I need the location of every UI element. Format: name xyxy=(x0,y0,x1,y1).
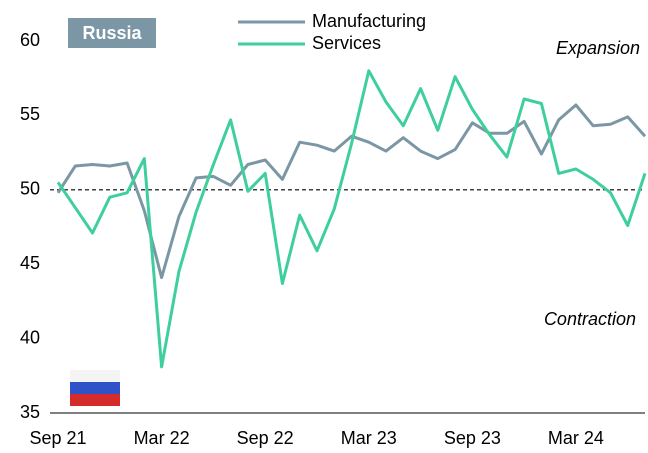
y-tick-label: 45 xyxy=(20,253,40,273)
annotation: Expansion xyxy=(556,38,640,58)
y-tick-label: 35 xyxy=(20,402,40,422)
chart-title: Russia xyxy=(82,23,142,43)
annotation: Contraction xyxy=(544,309,636,329)
y-tick-label: 40 xyxy=(20,327,40,347)
y-tick-label: 60 xyxy=(20,30,40,50)
legend-label: Services xyxy=(312,33,381,53)
x-tick-label: Sep 21 xyxy=(29,428,86,448)
title-box xyxy=(68,18,156,48)
x-tick-label: Mar 24 xyxy=(548,428,604,448)
x-tick-label: Mar 23 xyxy=(341,428,397,448)
legend-label: Manufacturing xyxy=(312,11,426,31)
y-tick-label: 50 xyxy=(20,179,40,199)
x-tick-label: Sep 23 xyxy=(444,428,501,448)
x-tick-label: Mar 22 xyxy=(134,428,190,448)
flag xyxy=(70,370,120,406)
series-line xyxy=(56,103,647,280)
series-line xyxy=(56,69,647,369)
x-tick-label: Sep 22 xyxy=(237,428,294,448)
y-tick-label: 55 xyxy=(20,104,40,124)
